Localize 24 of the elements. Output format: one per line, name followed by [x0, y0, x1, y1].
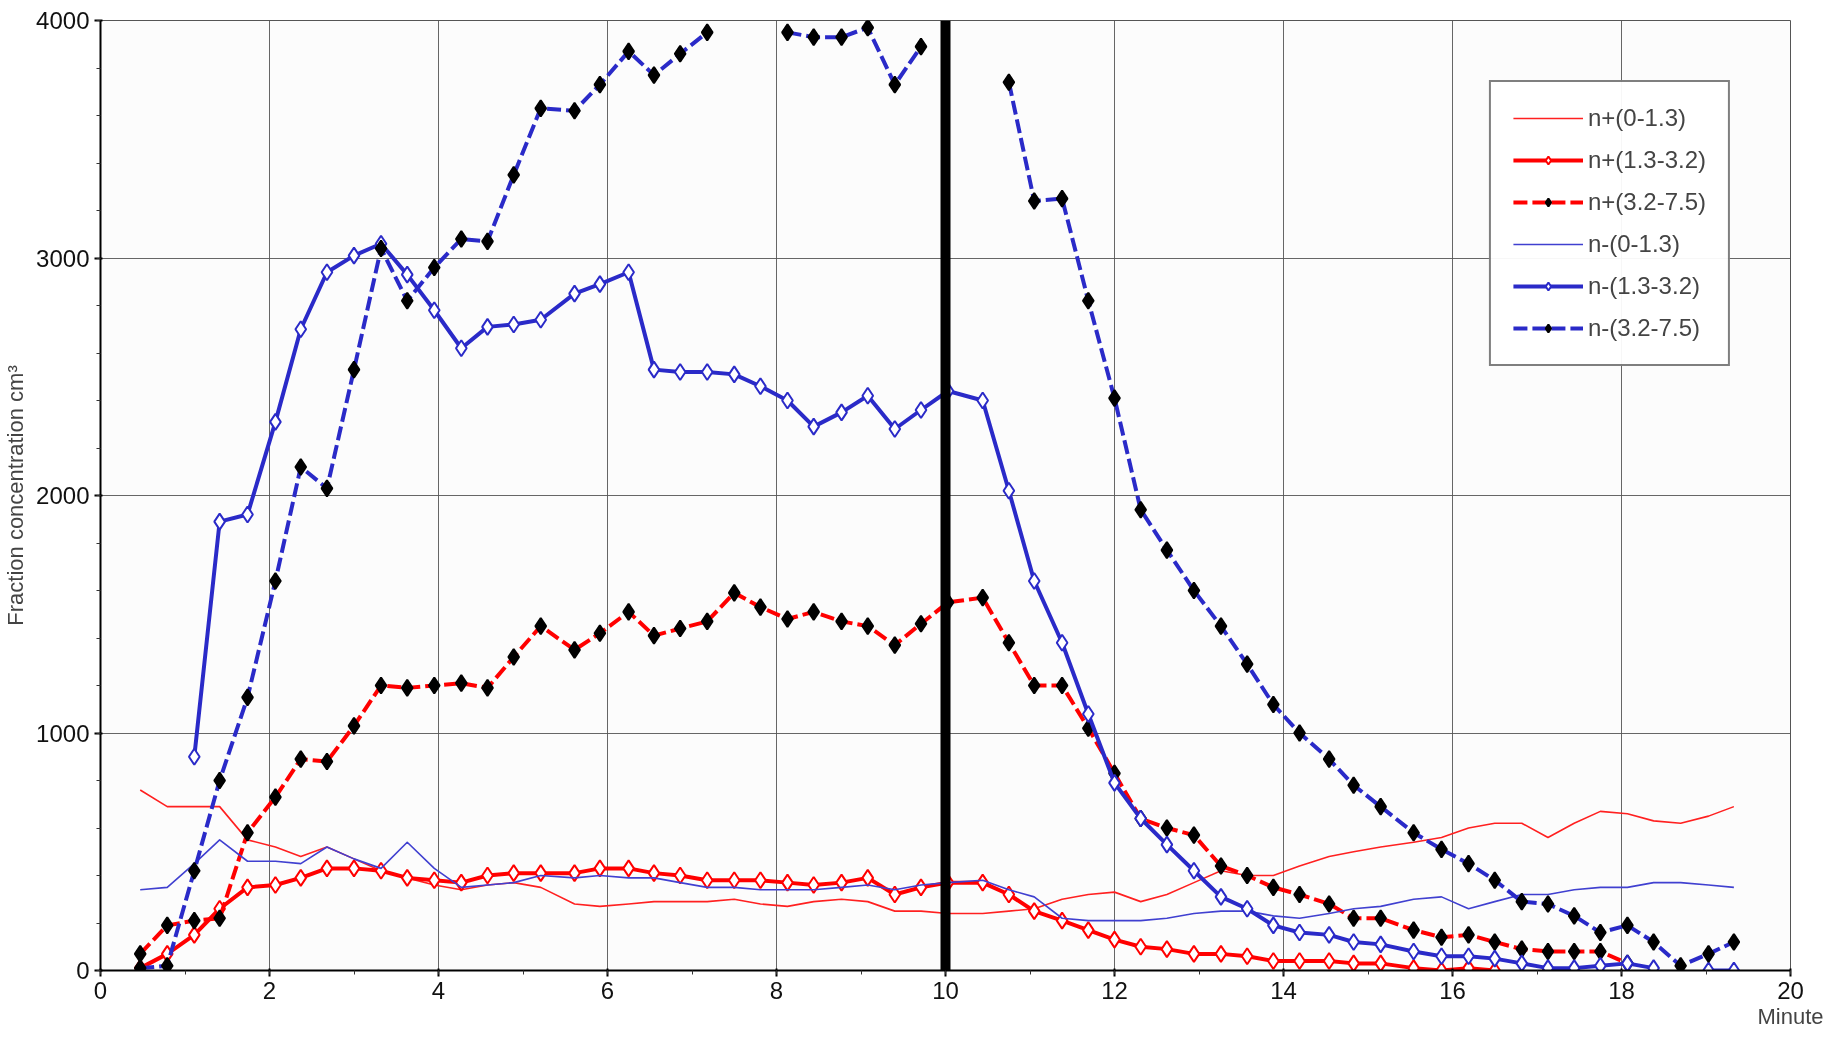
y-tick-label: 4000: [36, 7, 90, 34]
legend-label: n+(3.2-7.5): [1587, 188, 1706, 216]
y-tick-label: 0: [76, 957, 90, 984]
y-tick-label: 1000: [36, 719, 90, 747]
x-tick-label: 8: [769, 976, 784, 1004]
x-tick-label: 2: [262, 976, 277, 1004]
legend-label: n-(3.2-7.5): [1587, 314, 1700, 342]
x-tick-label: 10: [932, 976, 959, 1004]
y-tick-label: 2000: [36, 482, 90, 509]
legend-label: n+(0-1.3): [1587, 104, 1686, 132]
y-tick-label: 3000: [36, 244, 90, 272]
x-tick-label: 16: [1439, 976, 1466, 1004]
x-tick-label: 6: [600, 976, 615, 1004]
legend-label: n-(0-1.3): [1587, 230, 1680, 258]
x-tick-label: 0: [93, 976, 108, 1004]
legend-label: n+(1.3-3.2): [1587, 146, 1706, 174]
x-axis-title: Minute: [1757, 1003, 1824, 1029]
legend-label: n-(1.3-3.2): [1587, 272, 1700, 300]
x-tick-label: 4: [431, 976, 446, 1004]
x-tick-label: 14: [1270, 976, 1297, 1004]
y-axis-title: Fraction concentration cm³: [3, 365, 29, 626]
x-tick-label: 18: [1608, 976, 1635, 1004]
x-tick-label: 20: [1777, 976, 1804, 1004]
x-tick-label: 12: [1101, 976, 1128, 1004]
